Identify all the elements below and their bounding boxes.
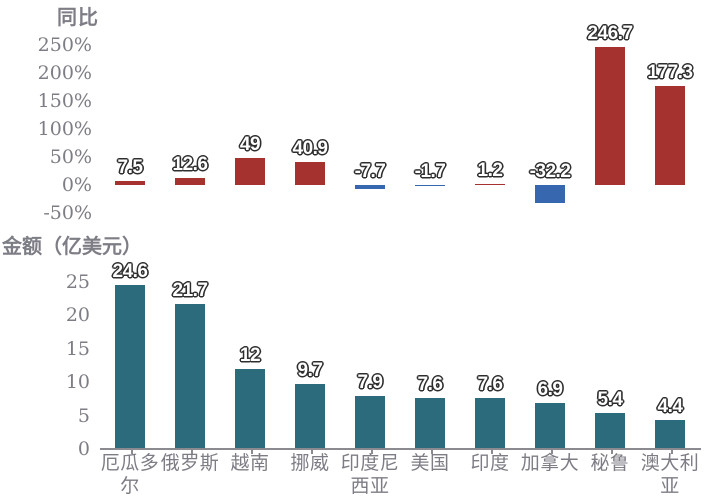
yoy-ytick-label: -50% (43, 202, 92, 224)
yoy-value-label: -1.7 (414, 161, 446, 182)
yoy-value-label: -32.2 (529, 161, 571, 182)
x-category-label-俄罗斯: 俄罗斯 (160, 453, 220, 474)
x-axis-line (100, 448, 701, 450)
x-category-label-印度: 印度 (470, 453, 510, 474)
x-category-label-秘鲁: 秘鲁 (590, 453, 630, 474)
x-tick-mark (611, 450, 613, 454)
x-tick-mark (671, 450, 673, 454)
yoy-value-label: 12.6 (172, 153, 208, 175)
amount-ytick-label: 5 (77, 404, 90, 427)
x-tick-mark (491, 450, 493, 454)
x-category-label-印度尼西亚: 印度尼 西亚 (340, 453, 400, 497)
yoy-value-label: 177.3 (647, 61, 693, 83)
x-category-label-挪威: 挪威 (290, 453, 330, 474)
amount-ytick-label: 15 (65, 337, 90, 360)
x-tick-mark (311, 450, 313, 454)
yoy-bar-印度 (475, 184, 505, 185)
amount-bar-印度尼西亚 (355, 396, 385, 449)
amount-value-label: 6.9 (537, 378, 563, 400)
yoy-value-label: 49 (239, 133, 261, 155)
amount-bar-美国 (415, 398, 445, 449)
yoy-axis-title: 同比 (57, 7, 99, 29)
yoy-ytick-label: 100% (37, 118, 92, 140)
yoy-value-label: 246.7 (587, 22, 633, 44)
yoy-bar-挪威 (295, 162, 325, 185)
amount-axis-title: 金额（亿美元） (2, 236, 142, 258)
amount-value-label: 21.7 (172, 280, 208, 302)
x-category-label-澳大利亚: 澳大利 亚 (640, 453, 700, 497)
yoy-bar-美国 (415, 185, 445, 186)
x-tick-mark (131, 450, 133, 454)
amount-value-label: 7.9 (357, 372, 383, 394)
x-category-label-厄瓜多尔: 厄瓜多 尔 (100, 453, 160, 497)
yoy-ytick-label: 200% (37, 62, 92, 84)
amount-bar-秘鲁 (595, 412, 625, 449)
yoy-value-label: 7.5 (117, 156, 143, 178)
amount-bar-俄罗斯 (175, 304, 205, 449)
amount-ytick-label: 10 (65, 371, 90, 394)
x-category-label-美国: 美国 (410, 453, 450, 474)
amount-ytick-label: 25 (65, 271, 90, 293)
yoy-bar-俄罗斯 (175, 177, 205, 185)
x-category-label-越南: 越南 (230, 453, 270, 474)
yoy-ytick-label: 0% (61, 174, 92, 196)
yoy-value-label: 40.9 (292, 138, 328, 160)
amount-value-label: 24.6 (112, 260, 148, 282)
yoy-bar-加拿大 (535, 185, 565, 204)
yoy-bar-秘鲁 (595, 46, 625, 185)
yoy-ytick-label: 250% (37, 34, 92, 56)
amount-value-label: 9.7 (297, 360, 323, 382)
x-tick-mark (251, 450, 253, 454)
amount-bar-澳大利亚 (655, 419, 685, 449)
amount-value-label: 7.6 (477, 374, 503, 396)
yoy-bar-印度尼西亚 (355, 185, 385, 190)
yoy-bar-厄瓜多尔 (115, 180, 145, 185)
x-category-label-加拿大: 加拿大 (520, 453, 580, 474)
yoy-bar-越南 (235, 157, 265, 185)
amount-bar-越南 (235, 368, 265, 449)
amount-value-label: 4.4 (657, 395, 683, 417)
amount-value-label: 5.4 (597, 388, 623, 410)
yoy-ytick-label: 50% (49, 146, 92, 168)
amount-value-label: 7.6 (417, 374, 443, 396)
amount-ytick-label: 0 (77, 438, 90, 460)
amount-value-label: 12 (239, 344, 261, 366)
amount-bar-挪威 (295, 384, 325, 449)
amount-bar-厄瓜多尔 (115, 284, 145, 449)
yoy-bar-澳大利亚 (655, 85, 685, 185)
yoy-value-label: 1.2 (477, 160, 503, 182)
x-tick-mark (191, 450, 193, 454)
yoy-ytick-label: 150% (37, 90, 92, 112)
amount-bar-印度 (475, 398, 505, 449)
x-tick-mark (551, 450, 553, 454)
x-tick-mark (371, 450, 373, 454)
amount-bar-加拿大 (535, 402, 565, 449)
x-tick-mark (431, 450, 433, 454)
yoy-value-label: -7.7 (354, 161, 386, 182)
amount-ytick-label: 20 (65, 304, 90, 327)
